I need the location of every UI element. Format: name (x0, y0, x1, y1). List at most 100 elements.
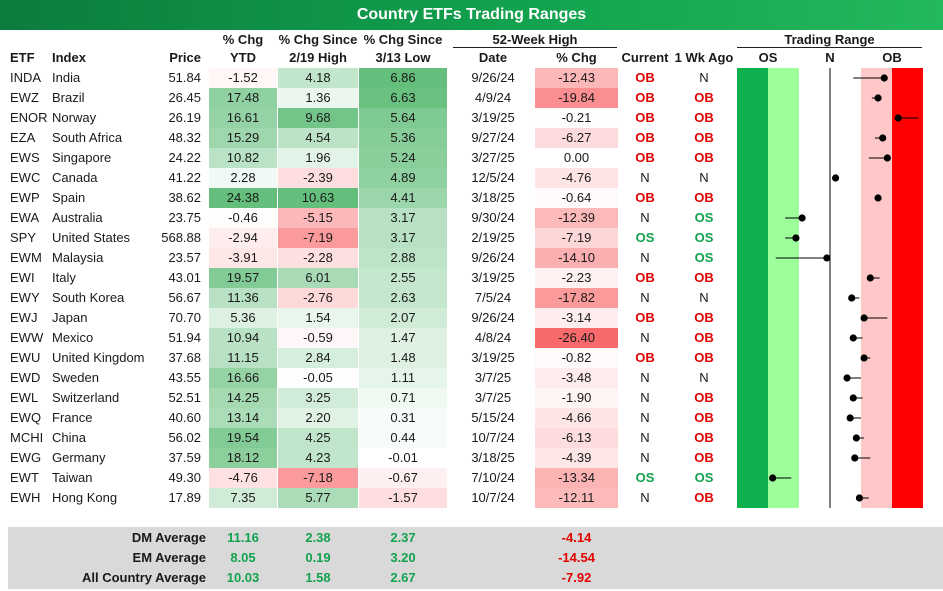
high219-heat-cell (278, 128, 358, 148)
high219-heat-cell (278, 168, 358, 188)
low313-value: 1.11 (390, 370, 416, 385)
high219-value: 4.18 (305, 70, 331, 85)
current-signal: N (640, 170, 650, 185)
high219-heat-cell (278, 488, 358, 508)
range-position-dot (848, 294, 856, 302)
high52-date: 4/9/24 (474, 90, 512, 105)
high219-heat-cell (278, 348, 358, 368)
high219-value: -2.28 (303, 250, 333, 265)
index-name: Singapore (52, 150, 112, 165)
ytd-heat-cell (209, 128, 277, 148)
ytd-value: -0.46 (228, 210, 258, 225)
ytd-heat-cell (209, 208, 277, 228)
current-signal: N (640, 250, 650, 265)
chg52-heat-cell (535, 68, 618, 88)
current-signal: OB (635, 70, 655, 85)
current-signal: N (640, 210, 650, 225)
index-name: Taiwan (52, 470, 93, 485)
low313-heat-cell (359, 388, 447, 408)
low313-value: 1.48 (390, 350, 416, 365)
high52-chg-value: -12.39 (558, 210, 595, 225)
week-ago-signal: OB (694, 110, 714, 125)
high219-heat-cell (278, 448, 358, 468)
index-name: Japan (52, 310, 88, 325)
ytd-heat-cell (209, 448, 277, 468)
header-1wk-ago: 1 Wk Ago (674, 50, 734, 65)
range-position-dot (860, 314, 868, 322)
table-row: EWD Sweden 43.55 16.66 -0.05 1.11 3/7/25… (0, 368, 943, 388)
etf-ticker: EWU (10, 350, 41, 365)
table-row: INDA India 51.84 -1.52 4.18 6.86 9/26/24… (0, 68, 943, 88)
current-signal: OB (635, 90, 655, 105)
ytd-heat-cell (209, 408, 277, 428)
chg52-heat-cell (535, 368, 618, 388)
price-value: 49.30 (168, 470, 201, 485)
header-52wk-chg: % Chg (556, 50, 597, 65)
etf-ticker: MCHI (10, 430, 44, 445)
low313-heat-cell (359, 408, 447, 428)
high219-heat-cell (278, 468, 358, 488)
week-ago-signal: N (699, 70, 709, 85)
table-row: EWS Singapore 24.22 10.82 1.96 5.24 3/27… (0, 148, 943, 168)
index-name: Mexico (52, 330, 94, 345)
low313-heat-cell (359, 228, 447, 248)
week-ago-signal: OB (694, 390, 714, 405)
etf-ticker: EWA (10, 210, 40, 225)
ytd-heat-cell (209, 488, 277, 508)
current-signal: OS (635, 470, 655, 485)
ytd-value: 14.25 (226, 390, 260, 405)
week-ago-signal: OS (694, 210, 714, 225)
low313-value: 2.63 (390, 290, 416, 305)
low313-heat-cell (359, 288, 447, 308)
ytd-heat-cell (209, 228, 277, 248)
ytd-heat-cell (209, 268, 277, 288)
range-position-dot (883, 154, 891, 162)
chg52-heat-cell (535, 428, 618, 448)
price-value: 568.88 (161, 230, 201, 245)
ytd-value: 16.61 (226, 110, 260, 125)
low313-value: 2.07 (390, 310, 416, 325)
range-position-dot (849, 394, 857, 402)
price-value: 40.60 (168, 410, 201, 425)
chg52-heat-cell (535, 468, 618, 488)
index-name: South Korea (52, 290, 125, 305)
average-chg52: -4.14 (561, 530, 592, 545)
average-chg52: -14.54 (558, 550, 595, 565)
current-signal: N (640, 370, 650, 385)
current-signal: N (640, 490, 650, 505)
chg52-heat-cell (535, 108, 618, 128)
price-value: 38.62 (168, 190, 201, 205)
average-label: EM Average (132, 550, 206, 565)
etf-ticker: SPY (10, 230, 37, 245)
high52-chg-value: -4.76 (561, 170, 592, 185)
week-ago-signal: OB (694, 190, 714, 205)
index-name: United States (52, 230, 131, 245)
low313-heat-cell (359, 448, 447, 468)
high219-heat-cell (278, 208, 358, 228)
ytd-heat-cell (209, 368, 277, 388)
chg52-heat-cell (535, 168, 618, 188)
table-row: EWU United Kingdom 37.68 11.15 2.84 1.48… (0, 348, 943, 368)
low313-value: -0.01 (388, 450, 418, 465)
etf-ticker: EWJ (10, 310, 38, 325)
header-index: Index (52, 50, 86, 65)
table-row: ENOR Norway 26.19 16.61 9.68 5.64 3/19/2… (0, 108, 943, 128)
range-position-dot (852, 434, 860, 442)
high52-date: 10/7/24 (471, 490, 515, 505)
average-ytd: 11.16 (227, 530, 259, 545)
high219-value: -0.05 (303, 370, 333, 385)
average-high219: 2.38 (305, 530, 331, 545)
etf-ticker: EWH (10, 490, 41, 505)
low313-value: 6.86 (390, 70, 416, 85)
week-ago-signal: OB (694, 270, 714, 285)
header-tr-n: N (825, 50, 835, 65)
low313-value: 6.63 (390, 90, 416, 105)
etf-ticker: EWT (10, 470, 39, 485)
low313-heat-cell (359, 428, 447, 448)
high219-heat-cell (278, 368, 358, 388)
ytd-value: -3.91 (228, 250, 258, 265)
table-row: MCHI China 56.02 19.54 4.25 0.44 10/7/24… (0, 428, 943, 448)
high219-heat-cell (278, 268, 358, 288)
chg52-heat-cell (535, 228, 618, 248)
price-value: 26.45 (168, 90, 201, 105)
